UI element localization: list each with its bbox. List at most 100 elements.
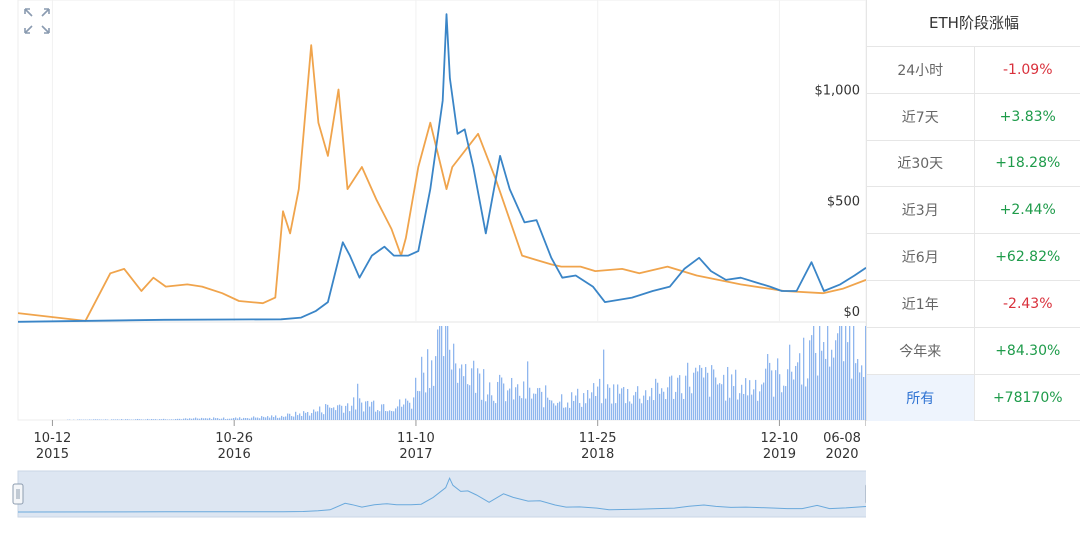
period-row[interactable]: 24小时-1.09% xyxy=(867,47,1080,94)
volume-bar xyxy=(645,390,646,420)
volume-bar xyxy=(147,419,148,420)
volume-bar xyxy=(555,406,556,420)
volume-bar xyxy=(863,377,864,420)
period-change-value: -2.43% xyxy=(975,281,1080,327)
volume-bar xyxy=(429,388,430,420)
period-row[interactable]: 今年来+84.30% xyxy=(867,328,1080,375)
volume-bar xyxy=(337,405,338,420)
period-label[interactable]: 所有 xyxy=(867,375,975,422)
volume-bar xyxy=(293,417,294,420)
volume-bar xyxy=(501,378,502,420)
volume-bar xyxy=(543,407,544,420)
volume-bar xyxy=(753,389,754,420)
volume-bar xyxy=(629,401,630,420)
period-row[interactable]: 近1年-2.43% xyxy=(867,281,1080,328)
volume-bar xyxy=(815,353,816,420)
volume-bar xyxy=(399,399,400,420)
volume-bar xyxy=(365,401,366,420)
period-label[interactable]: 近6月 xyxy=(867,234,975,280)
volume-bar xyxy=(671,376,672,420)
volume-bar xyxy=(565,407,566,420)
volume-bar xyxy=(625,403,626,420)
volume-bar xyxy=(759,391,760,420)
volume-bar xyxy=(761,384,762,420)
volume-bar xyxy=(251,418,252,420)
volume-bar xyxy=(719,383,720,420)
period-row[interactable]: 近6月+62.82% xyxy=(867,234,1080,281)
volume-bar xyxy=(689,387,690,420)
volume-bar xyxy=(465,364,466,420)
volume-bar xyxy=(295,412,296,420)
volume-bar xyxy=(181,419,182,420)
period-change-value: +84.30% xyxy=(975,328,1080,374)
volume-bar xyxy=(765,369,766,420)
period-label[interactable]: 今年来 xyxy=(867,328,975,374)
volume-bar xyxy=(167,419,168,420)
volume-bar xyxy=(431,360,432,420)
period-row[interactable]: 所有+78170% xyxy=(867,375,1080,422)
volume-bar xyxy=(281,416,282,420)
expand-icon[interactable] xyxy=(22,6,52,36)
volume-bar xyxy=(507,390,508,420)
volume-bar xyxy=(741,385,742,420)
volume-bar xyxy=(845,326,846,420)
volume-bar xyxy=(579,403,580,420)
period-change-value: +78170% xyxy=(975,375,1080,422)
volume-bar xyxy=(725,401,726,420)
volume-bar xyxy=(117,419,118,420)
volume-bar xyxy=(693,373,694,420)
range-navigator[interactable] xyxy=(18,471,866,517)
volume-bar xyxy=(727,367,728,420)
period-label[interactable]: 24小时 xyxy=(867,47,975,93)
date-tick-year: 2016 xyxy=(218,447,251,462)
volume-bar xyxy=(703,378,704,420)
volume-bar xyxy=(383,404,384,420)
volume-bar xyxy=(153,419,154,420)
volume-bar xyxy=(533,394,534,420)
period-label[interactable]: 近1年 xyxy=(867,281,975,327)
volume-bar xyxy=(805,386,806,420)
volume-bar xyxy=(487,394,488,420)
volume-bar xyxy=(569,408,570,420)
volume-bar xyxy=(443,356,444,420)
volume-bar xyxy=(523,381,524,420)
date-tick-day: 11-10 xyxy=(397,431,435,446)
volume-bar xyxy=(775,370,776,420)
volume-bar xyxy=(79,419,80,420)
volume-bar xyxy=(151,419,152,420)
volume-bar xyxy=(177,419,178,420)
volume-bar xyxy=(509,389,510,420)
volume-bar xyxy=(521,398,522,420)
volume-bar xyxy=(743,394,744,420)
period-label[interactable]: 近30天 xyxy=(867,141,975,187)
volume-bar xyxy=(659,394,660,420)
volume-bar xyxy=(397,406,398,420)
period-row[interactable]: 近7天+3.83% xyxy=(867,94,1080,141)
volume-bar xyxy=(405,399,406,420)
date-tick-day: 12-10 xyxy=(761,431,799,446)
volume-bar xyxy=(705,367,706,420)
volume-bar xyxy=(237,418,238,420)
volume-bar xyxy=(511,378,512,420)
period-label[interactable]: 近3月 xyxy=(867,187,975,233)
period-label[interactable]: 近7天 xyxy=(867,94,975,140)
volume-bar xyxy=(325,404,326,420)
volume-bar xyxy=(311,413,312,420)
volume-bar xyxy=(855,363,856,420)
volume-bar xyxy=(861,365,862,420)
volume-bar xyxy=(697,371,698,420)
volume-bar xyxy=(567,403,568,420)
panel-rows: 24小时-1.09%近7天+3.83%近30天+18.28%近3月+2.44%近… xyxy=(867,47,1080,421)
volume-bar xyxy=(473,361,474,420)
volume-bar xyxy=(339,405,340,420)
volume-bar xyxy=(769,363,770,420)
period-row[interactable]: 近30天+18.28% xyxy=(867,141,1080,188)
volume-bar xyxy=(495,403,496,420)
volume-bar xyxy=(369,407,370,420)
volume-bar xyxy=(475,393,476,420)
volume-bar xyxy=(807,378,808,420)
navigator-left-handle[interactable] xyxy=(13,484,23,504)
period-row[interactable]: 近3月+2.44% xyxy=(867,187,1080,234)
volume-bar xyxy=(859,372,860,420)
